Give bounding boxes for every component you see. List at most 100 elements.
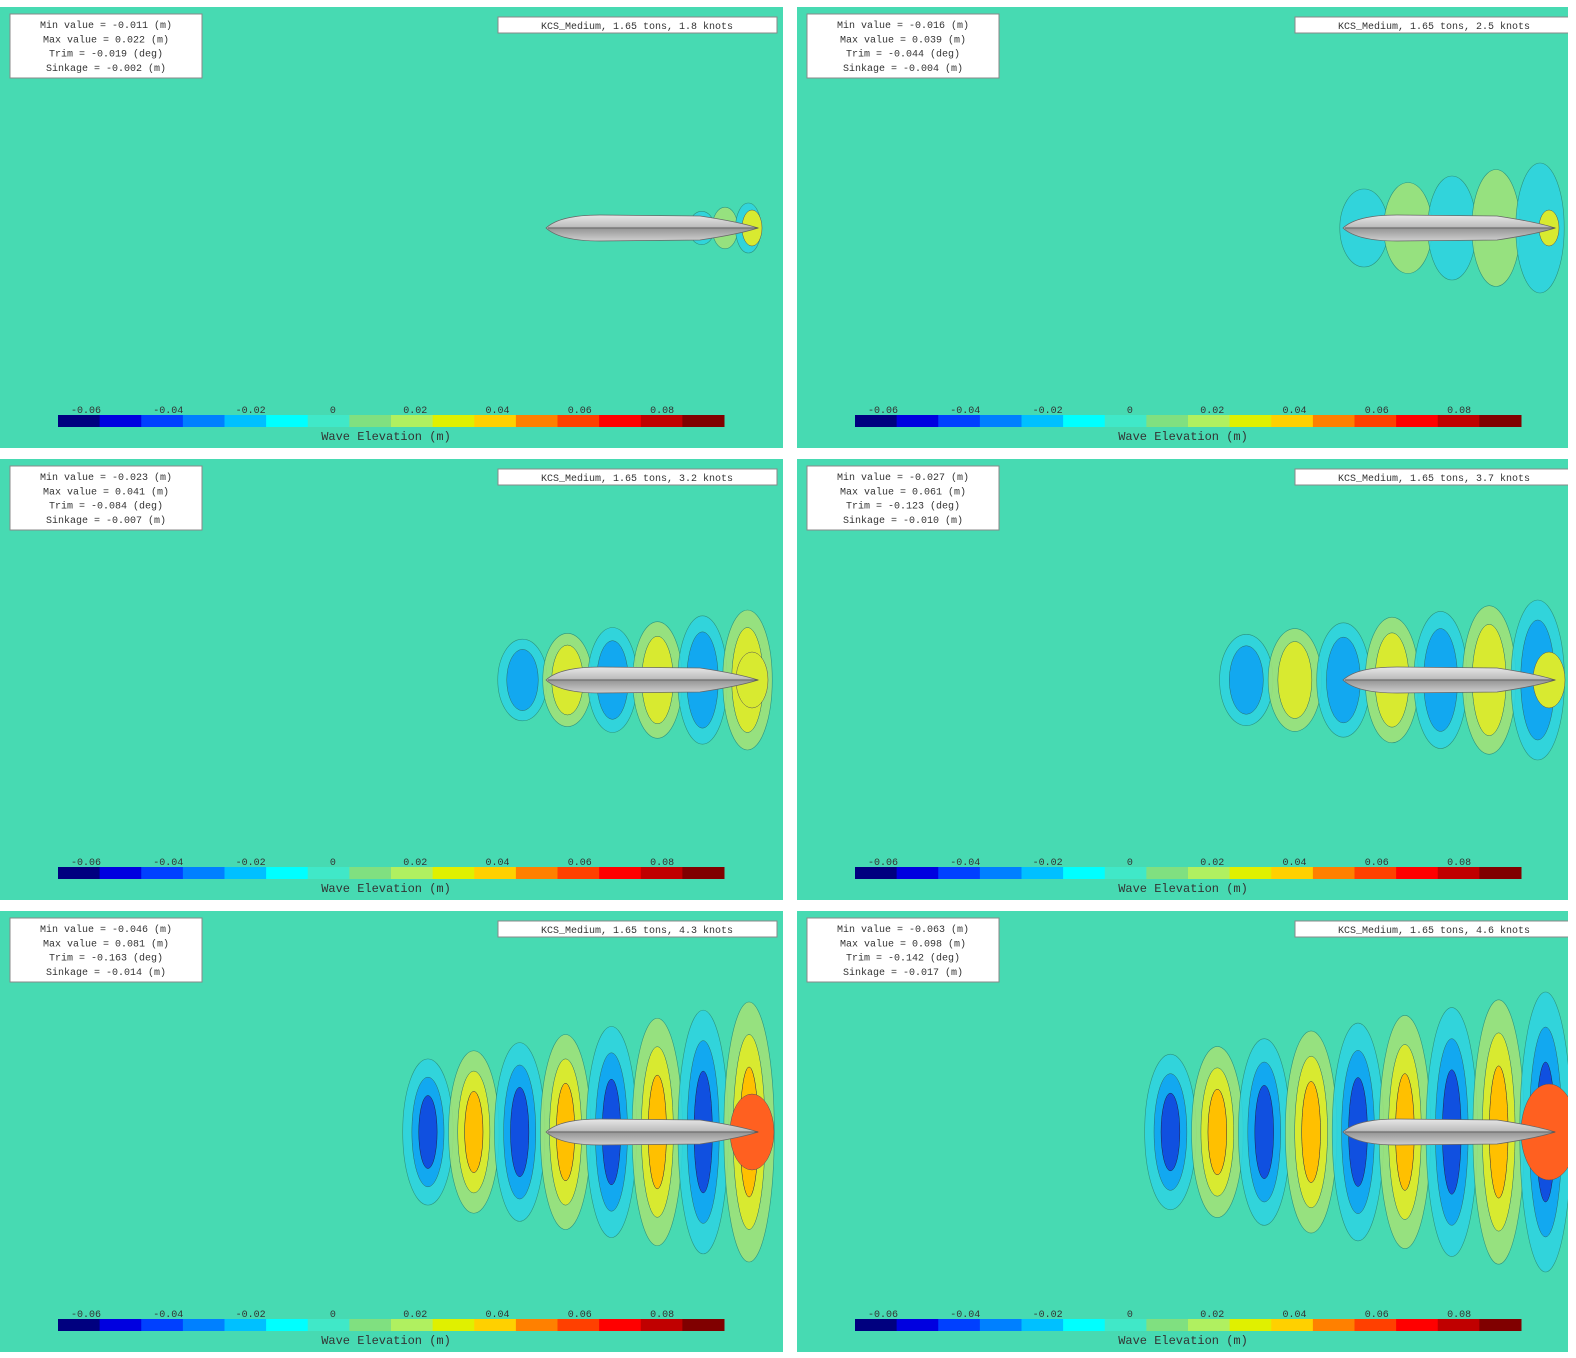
colorbar-segment [1396,1319,1438,1331]
colorbar-tick-label: 0.08 [650,406,674,417]
panel-title: KCS_Medium, 1.65 tons, 4.3 knots [541,925,733,937]
colorbar-tick-label: -0.02 [236,1310,266,1321]
colorbar-tick-label: -0.06 [71,1310,101,1321]
colorbar-segment [1146,867,1188,879]
panel: Min value = -0.046 (m)Max value = 0.081 … [0,911,783,1352]
colorbar-segment [897,415,939,427]
colorbar-tick-label: 0.06 [1365,1310,1389,1321]
panel: Min value = -0.016 (m)Max value = 0.039 … [797,7,1574,448]
colorbar-segment [1063,867,1105,879]
colorbar-segment [266,415,308,427]
info-line: Trim = -0.044 (deg) [846,49,960,61]
colorbar-tick-label: 0.04 [1282,858,1306,869]
colorbar-tick-label: 0 [1127,1310,1133,1321]
colorbar-tick-label: -0.02 [1033,1310,1063,1321]
info-line: Sinkage = -0.017 (m) [843,967,963,979]
colorbar-segment [349,415,391,427]
colorbar-segment [308,867,350,879]
colorbar-tick-label: -0.02 [1033,858,1063,869]
colorbar-tick-label: 0.02 [403,406,427,417]
colorbar-segment [433,867,475,879]
colorbar-segment [183,867,225,879]
info-line: Max value = 0.022 (m) [43,34,169,46]
wave-contour [1208,1089,1227,1175]
colorbar-segment [1396,867,1438,879]
colorbar-tick-label: 0.02 [1200,1310,1224,1321]
colorbar-label: Wave Elevation (m) [321,430,451,444]
colorbar-tick-label: 0.08 [1447,406,1471,417]
colorbar-tick-label: -0.06 [868,406,898,417]
wave-contour [1255,1085,1274,1178]
colorbar-tick-label: 0.04 [485,406,509,417]
colorbar-segment [100,415,142,427]
colorbar-segment [1479,1319,1521,1331]
colorbar-tick-label: 0.08 [1447,1310,1471,1321]
colorbar-segment [308,415,350,427]
colorbar-segment [980,415,1022,427]
colorbar-tick-label: 0.04 [1282,1310,1306,1321]
colorbar-segment [266,1319,308,1331]
colorbar-segment [1479,415,1521,427]
colorbar-tick-label: 0.04 [485,1310,509,1321]
colorbar-tick-label: 0.06 [568,1310,592,1321]
wave-contour [1229,646,1263,715]
colorbar-segment [100,867,142,879]
info-line: Max value = 0.061 (m) [840,486,966,498]
colorbar-segment [682,1319,724,1331]
colorbar-segment [183,415,225,427]
wave-contour [465,1091,483,1172]
colorbar-segment [1313,415,1355,427]
wave-contour [419,1095,437,1168]
info-line: Sinkage = -0.010 (m) [843,515,963,527]
colorbar-segment [897,1319,939,1331]
colorbar-tick-label: 0.06 [1365,858,1389,869]
panel: Min value = -0.023 (m)Max value = 0.041 … [0,459,783,900]
colorbar-tick-label: 0 [330,406,336,417]
colorbar-segment [1105,1319,1147,1331]
info-line: Trim = -0.019 (deg) [49,49,163,61]
colorbar-label: Wave Elevation (m) [1118,430,1248,444]
colorbar-tick-label: 0.08 [1447,858,1471,869]
colorbar-tick-label: 0.06 [568,858,592,869]
colorbar-tick-label: 0.04 [1282,406,1306,417]
info-line: Min value = -0.011 (m) [40,20,172,32]
colorbar-segment [349,867,391,879]
colorbar-tick-label: 0 [330,858,336,869]
wave-contour [1302,1081,1321,1182]
colorbar-tick-label: 0.02 [1200,858,1224,869]
colorbar-segment [980,867,1022,879]
colorbar-segment [1063,1319,1105,1331]
info-line: Min value = -0.063 (m) [837,924,969,936]
colorbar-segment [1105,867,1147,879]
colorbar-segment [1396,415,1438,427]
colorbar-tick-label: 0.08 [650,1310,674,1321]
info-line: Trim = -0.163 (deg) [49,953,163,965]
colorbar-tick-label: -0.06 [868,858,898,869]
colorbar-segment [266,867,308,879]
colorbar-segment [897,867,939,879]
colorbar-segment [100,1319,142,1331]
colorbar-tick-label: -0.04 [153,1310,183,1321]
info-line: Max value = 0.081 (m) [43,938,169,950]
panel-title: KCS_Medium, 1.65 tons, 2.5 knots [1338,21,1530,33]
info-line: Max value = 0.098 (m) [840,938,966,950]
colorbar-tick-label: -0.02 [236,858,266,869]
colorbar-segment [516,867,558,879]
colorbar-label: Wave Elevation (m) [1118,882,1248,896]
colorbar-segment [433,1319,475,1331]
info-line: Min value = -0.023 (m) [40,472,172,484]
colorbar-segment [349,1319,391,1331]
wave-contour [1161,1093,1180,1171]
colorbar-segment [433,415,475,427]
colorbar-segment [1230,415,1272,427]
colorbar-segment [599,867,641,879]
colorbar-tick-label: 0.06 [568,406,592,417]
panel: Min value = -0.063 (m) Max value = 0.098 … [797,911,1576,1352]
colorbar-segment [1230,867,1272,879]
colorbar-segment [1479,867,1521,879]
info-line: Min value = -0.016 (m) [837,20,969,32]
colorbar-segment [1063,415,1105,427]
panel-title: KCS_Medium, 1.65 tons, 1.8 knots [541,21,733,33]
panel-title: KCS_Medium, 1.65 tons, 4.6 knots [1338,925,1530,937]
colorbar-tick-label: -0.06 [71,406,101,417]
